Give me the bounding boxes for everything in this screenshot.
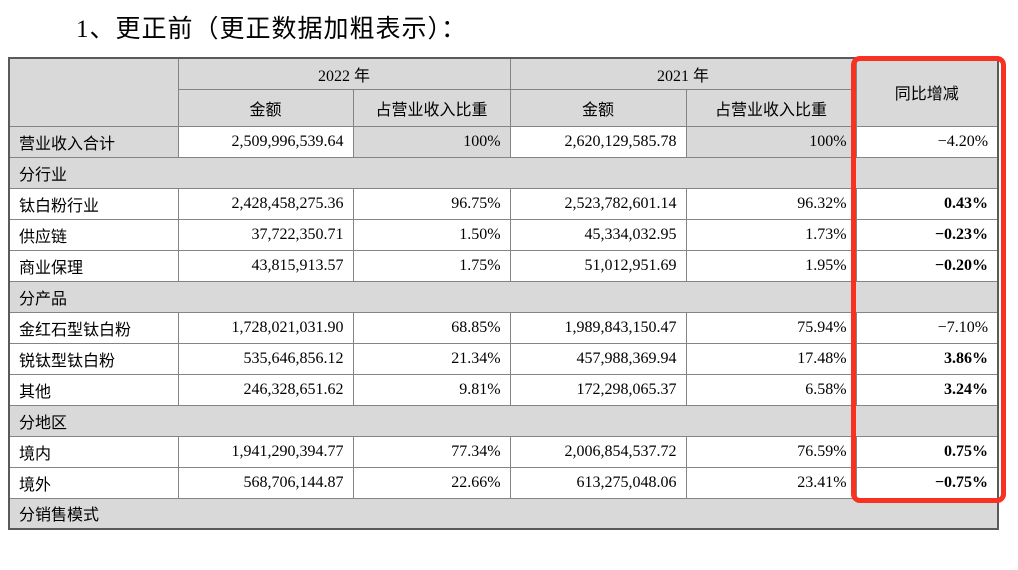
yoy-value: 0.75% bbox=[855, 435, 999, 468]
row-label: 供应链 bbox=[8, 218, 179, 251]
ratio-2021: 100% bbox=[685, 125, 857, 158]
amount-2021: 45,334,032.95 bbox=[509, 218, 687, 251]
table-row: 商业保理 43,815,913.57 1.75% 51,012,951.69 1.95%… bbox=[8, 249, 999, 282]
ratio-2022: 22.66% bbox=[352, 466, 511, 499]
section-label: 分产品 bbox=[8, 280, 999, 313]
table-row: 供应链 37,722,350.71 1.50% 45,334,032.95 1.73% −… bbox=[8, 218, 999, 251]
section-label: 分行业 bbox=[8, 156, 999, 189]
amount-2022: 246,328,651.62 bbox=[177, 373, 354, 406]
revenue-table: 2022 年 2021 年 同比增减 金额 占营业收入比重 金额 占营业收入比重… bbox=[8, 57, 1000, 530]
year-2021-header: 2021 年 bbox=[509, 57, 857, 90]
yoy-value: −7.10% bbox=[855, 311, 999, 344]
year-2022-header: 2022 年 bbox=[177, 57, 511, 90]
row-label: 商业保理 bbox=[8, 249, 179, 282]
ratio-2021: 17.48% bbox=[685, 342, 857, 375]
ratio-2021: 1.73% bbox=[685, 218, 857, 251]
row-label: 金红石型钛白粉 bbox=[8, 311, 179, 344]
ratio-2022: 68.85% bbox=[352, 311, 511, 344]
ratio-2022-header: 占营业收入比重 bbox=[352, 88, 511, 127]
table-wrap: 2022 年 2021 年 同比增减 金额 占营业收入比重 金额 占营业收入比重… bbox=[8, 56, 1007, 530]
amount-2022: 43,815,913.57 bbox=[177, 249, 354, 282]
yoy-value: 3.86% bbox=[855, 342, 999, 375]
yoy-value: 0.43% bbox=[855, 187, 999, 220]
amount-2022: 1,941,290,394.77 bbox=[177, 435, 354, 468]
section-label: 分销售模式 bbox=[8, 497, 999, 530]
row-label: 其他 bbox=[8, 373, 179, 406]
ratio-2021-header: 占营业收入比重 bbox=[685, 88, 857, 127]
ratio-2021: 75.94% bbox=[685, 311, 857, 344]
ratio-2021: 1.95% bbox=[685, 249, 857, 282]
yoy-value: 3.24% bbox=[855, 373, 999, 406]
amount-2021: 172,298,065.37 bbox=[509, 373, 687, 406]
page-title: 1、更正前（更正数据加粗表示）： bbox=[76, 16, 468, 43]
table-row: 营业收入合计 2,509,996,539.64 100% 2,620,129,585.… bbox=[8, 125, 999, 158]
table-row: 境外 568,706,144.87 22.66% 613,275,048.06 23.4… bbox=[8, 466, 999, 499]
amount-2022: 2,428,458,275.36 bbox=[177, 187, 354, 220]
row-label: 营业收入合计 bbox=[8, 125, 179, 158]
section-row: 分地区 bbox=[8, 404, 999, 437]
corner-header-cell bbox=[8, 57, 179, 127]
page: 1、更正前（更正数据加粗表示）： 2022 年 2021 年 同比增减 金额 bbox=[0, 9, 1018, 530]
amount-2022: 37,722,350.71 bbox=[177, 218, 354, 251]
ratio-2022: 100% bbox=[352, 125, 511, 158]
ratio-2021: 6.58% bbox=[685, 373, 857, 406]
table-row: 钛白粉行业 2,428,458,275.36 96.75% 2,523,782,601… bbox=[8, 187, 999, 220]
section-row: 分行业 bbox=[8, 156, 999, 189]
table-row: 其他 246,328,651.62 9.81% 172,298,065.37 6.58%… bbox=[8, 373, 999, 406]
ratio-2022: 1.75% bbox=[352, 249, 511, 282]
yoy-value: −0.20% bbox=[855, 249, 999, 282]
row-label: 钛白粉行业 bbox=[8, 187, 179, 220]
ratio-2022: 77.34% bbox=[352, 435, 511, 468]
ratio-2022: 96.75% bbox=[352, 187, 511, 220]
amount-2022: 2,509,996,539.64 bbox=[177, 125, 354, 158]
section-row: 分产品 bbox=[8, 280, 999, 313]
yoy-value: −4.20% bbox=[855, 125, 999, 158]
yoy-value: −0.23% bbox=[855, 218, 999, 251]
amount-2021: 51,012,951.69 bbox=[509, 249, 687, 282]
amount-2022: 1,728,021,031.90 bbox=[177, 311, 354, 344]
amount-2021: 613,275,048.06 bbox=[509, 466, 687, 499]
amount-2022: 535,646,856.12 bbox=[177, 342, 354, 375]
table-row: 金红石型钛白粉 1,728,021,031.90 68.85% 1,989,843,1… bbox=[8, 311, 999, 344]
ratio-2022: 9.81% bbox=[352, 373, 511, 406]
amount-2021: 2,620,129,585.78 bbox=[509, 125, 687, 158]
ratio-2021: 76.59% bbox=[685, 435, 857, 468]
section-row: 分销售模式 bbox=[8, 497, 999, 530]
ratio-2022: 21.34% bbox=[352, 342, 511, 375]
ratio-2021: 23.41% bbox=[685, 466, 857, 499]
amount-2021: 2,523,782,601.14 bbox=[509, 187, 687, 220]
amount-2021: 457,988,369.94 bbox=[509, 342, 687, 375]
yoy-header: 同比增减 bbox=[855, 57, 999, 127]
row-label: 境内 bbox=[8, 435, 179, 468]
row-label: 锐钛型钛白粉 bbox=[8, 342, 179, 375]
ratio-2021: 96.32% bbox=[685, 187, 857, 220]
amount-2021-header: 金额 bbox=[509, 88, 687, 127]
amount-2021: 2,006,854,537.72 bbox=[509, 435, 687, 468]
amount-2022-header: 金额 bbox=[177, 88, 354, 127]
row-label: 境外 bbox=[8, 466, 179, 499]
yoy-value: −0.75% bbox=[855, 466, 999, 499]
section-label: 分地区 bbox=[8, 404, 999, 437]
ratio-2022: 1.50% bbox=[352, 218, 511, 251]
table-row: 锐钛型钛白粉 535,646,856.12 21.34% 457,988,369.94… bbox=[8, 342, 999, 375]
table-row: 境内 1,941,290,394.77 77.34% 2,006,854,537.72… bbox=[8, 435, 999, 468]
amount-2022: 568,706,144.87 bbox=[177, 466, 354, 499]
amount-2021: 1,989,843,150.47 bbox=[509, 311, 687, 344]
